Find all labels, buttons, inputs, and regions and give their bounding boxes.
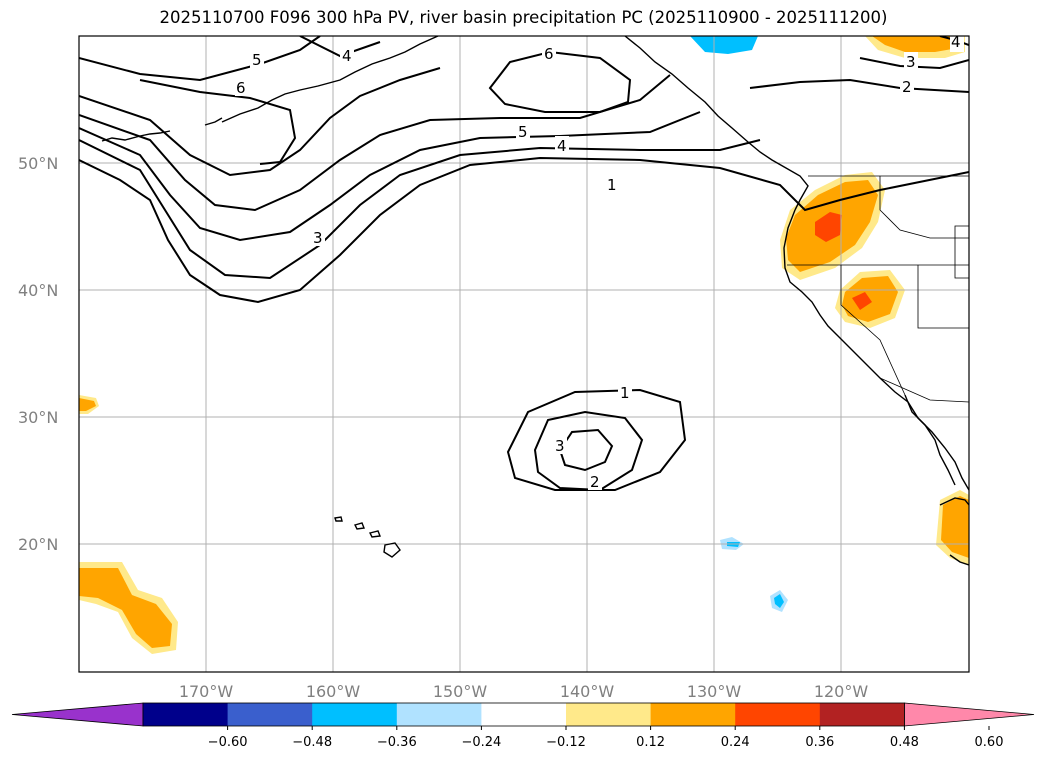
colorbar-tick-label: 0.36	[805, 735, 834, 750]
contour-east-2	[749, 78, 969, 93]
colorbar-tick-label: −0.24	[461, 735, 501, 750]
border-state-2	[840, 265, 906, 396]
map-frame	[78, 35, 970, 673]
hawaii-island-kauai	[334, 516, 343, 522]
contour-low-1	[506, 388, 687, 491]
lat-label: 30°N	[18, 408, 58, 427]
colorbar-swatch	[650, 703, 736, 726]
map-title: 2025110700 F096 300 hPa PV, river basin …	[159, 8, 888, 27]
contour-trough-4	[79, 74, 671, 212]
coastline-bc	[624, 36, 809, 211]
contour-label: 4	[557, 137, 567, 155]
contour-label: 5	[518, 123, 528, 141]
colorbar-tick-label: −0.48	[292, 735, 332, 750]
contour-label: 6	[544, 45, 554, 63]
contour-north-6	[139, 79, 297, 165]
political-borders	[787, 175, 969, 403]
border-state-4	[879, 176, 969, 239]
contour-label-group: 5 4 6 6 5 4 3 1 2 3 1 3 2 4	[235, 33, 964, 491]
colorbar-swatch	[312, 703, 398, 726]
contour-north-5	[79, 36, 321, 82]
contour-label: 2	[590, 473, 600, 491]
colorbar-tick-label: 0.24	[721, 735, 750, 750]
colorbar-swatch	[819, 703, 905, 726]
lon-label: 140°W	[560, 682, 615, 701]
lat-label: 20°N	[18, 535, 58, 554]
lat-label: 40°N	[18, 281, 58, 300]
lon-label: 150°W	[433, 682, 488, 701]
hawaii-island-big	[383, 542, 401, 558]
colorbar-tick-label: 0.12	[636, 735, 665, 750]
lat-label: 50°N	[18, 154, 58, 173]
pv-contours	[79, 36, 969, 492]
coastline-baja	[904, 394, 956, 486]
colorbar-tick-label: 0.60	[975, 735, 1004, 750]
contour-trough-1	[79, 156, 969, 304]
graticule	[79, 36, 969, 672]
colorbar-swatch	[481, 703, 567, 726]
colorbar-swatch	[396, 703, 482, 726]
border-state-3	[917, 265, 969, 329]
colorbar-extend-high	[904, 702, 1035, 727]
contour-trough-5	[79, 67, 441, 177]
colorbar-tick-label: −0.60	[208, 735, 248, 750]
colorbar-tick-label: −0.36	[377, 735, 417, 750]
contour-label: 3	[555, 437, 565, 455]
lon-label: 130°W	[687, 682, 742, 701]
longitude-labels: 170°W 160°W 150°W 140°W 130°W 120°W	[179, 682, 869, 701]
colorbar-tick-label: −0.12	[546, 735, 586, 750]
contour-label: 2	[902, 78, 912, 96]
lon-label: 160°W	[306, 682, 361, 701]
lon-label: 170°W	[179, 682, 234, 701]
hawaii-island-oahu	[353, 522, 365, 530]
colorbar-swatch	[143, 703, 229, 726]
contour-label: 3	[906, 53, 916, 71]
colorbar-extend-low	[11, 702, 144, 727]
colorbar: −0.60 −0.48 −0.36 −0.24 −0.12 0.12 0.24 0.36 0.4…	[11, 702, 1035, 750]
coastline-mexico	[939, 497, 969, 566]
colorbar-swatch	[735, 703, 821, 726]
colorbar-swatch	[227, 703, 313, 726]
latitude-labels: 50°N 40°N 30°N 20°N	[18, 154, 58, 554]
contour-trough-2	[79, 139, 761, 280]
contour-label: 4	[342, 47, 352, 65]
contour-label: 6	[236, 79, 246, 97]
negative-area-north	[690, 36, 758, 54]
lon-label: 120°W	[814, 682, 869, 701]
border-state-5	[954, 225, 969, 279]
contour-low-3	[558, 428, 614, 472]
contour-east-3	[859, 57, 969, 70]
contour-label: 1	[607, 176, 617, 194]
colorbar-frame	[142, 702, 905, 727]
contour-label: 3	[313, 229, 323, 247]
border-mexico	[879, 377, 969, 403]
contour-label: 4	[951, 33, 961, 51]
contour-low-2	[533, 410, 644, 492]
hawaii-island-maui	[368, 530, 381, 538]
coastline-aleutians	[101, 36, 439, 142]
contour-label: 5	[252, 51, 262, 69]
precipitation-shading	[79, 36, 969, 654]
contour-closed-6	[488, 50, 632, 113]
colorbar-swatch	[566, 703, 652, 726]
contour-label: 1	[620, 384, 630, 402]
coastline-us-west	[783, 209, 969, 491]
colorbar-tick-label: 0.48	[890, 735, 919, 750]
